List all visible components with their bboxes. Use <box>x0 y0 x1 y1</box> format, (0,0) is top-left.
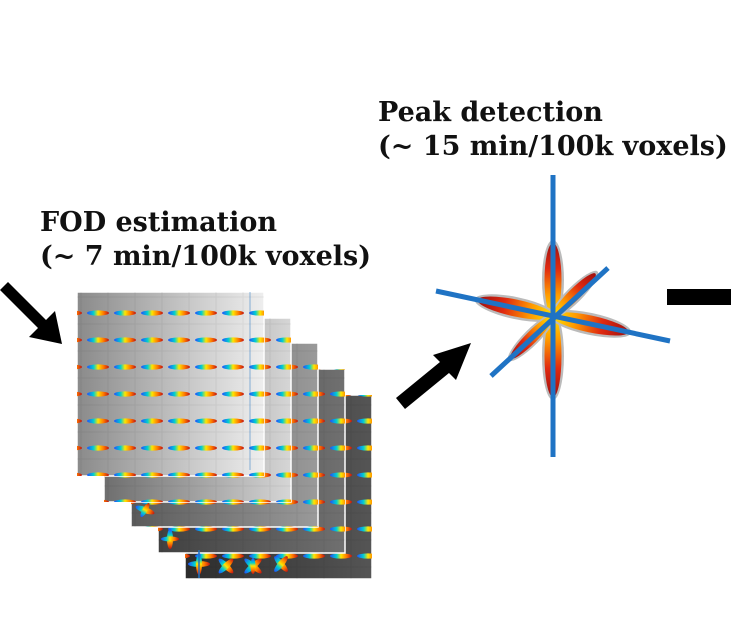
peak-lines <box>435 175 671 457</box>
output-arrow-icon <box>667 289 731 305</box>
peak-detection-label: Peak detection (~ 15 min/100k voxels) <box>378 96 728 164</box>
input-arrow-icon <box>0 282 62 344</box>
crossing-fiber-glyphs <box>135 292 288 578</box>
peak-detection-title: Peak detection <box>378 97 603 128</box>
fod-estimation-title: FOD estimation <box>40 207 278 238</box>
fod-estimation-time: (~ 7 min/100k voxels) <box>40 241 371 272</box>
fod-slice-1 <box>76 291 265 477</box>
fod-estimation-label: FOD estimation (~ 7 min/100k voxels) <box>40 206 371 274</box>
peak-detection-time: (~ 15 min/100k voxels) <box>378 131 728 162</box>
process-arrow-icon <box>396 343 471 409</box>
fod-glyph-peaks-icon <box>435 175 671 457</box>
fod-slice-stack-icon <box>76 291 373 580</box>
